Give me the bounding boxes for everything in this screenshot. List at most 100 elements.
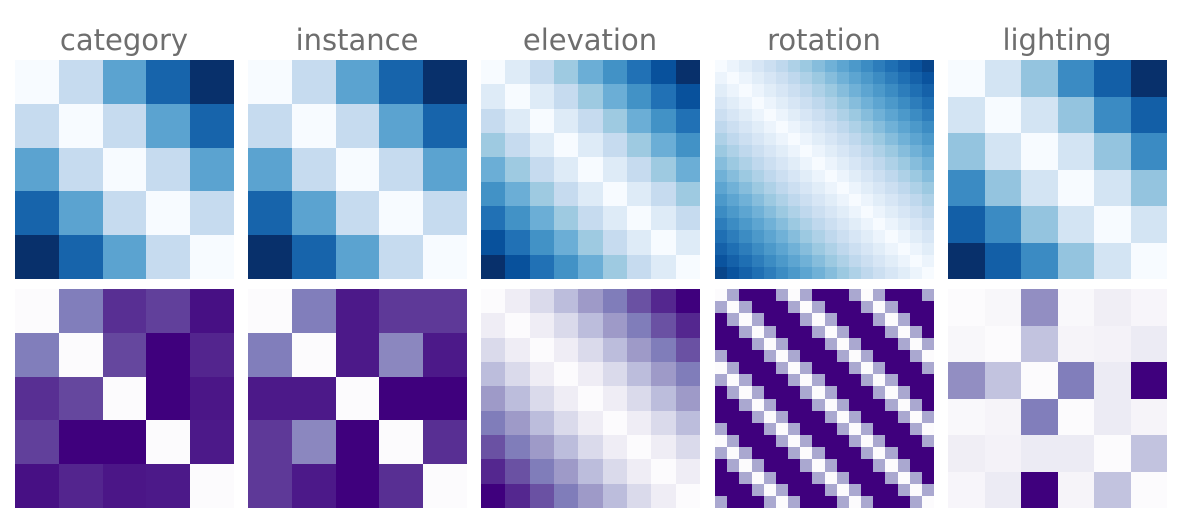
heatmap-cell <box>651 411 676 435</box>
heatmap-cell <box>627 157 651 182</box>
heatmap-cell <box>910 472 922 484</box>
heatmap-cell <box>898 170 910 182</box>
heatmap-cell <box>505 60 530 84</box>
heatmap-cell <box>530 230 554 255</box>
heatmap-cell <box>885 206 898 218</box>
heatmap-cell <box>861 496 873 508</box>
heatmap-cell <box>739 206 752 218</box>
heatmap-cell <box>292 420 336 464</box>
heatmap-cell <box>1094 170 1131 206</box>
heatmap-cell <box>715 121 727 133</box>
heatmap-cell <box>59 235 103 279</box>
heatmap-cell <box>812 206 825 218</box>
heatmap-cell <box>292 377 336 420</box>
heatmap-cell <box>752 362 764 374</box>
heatmap-cell <box>788 182 800 194</box>
heatmap-cell <box>727 157 739 170</box>
heatmap-cell <box>1058 435 1094 472</box>
heatmap-cell <box>651 459 676 484</box>
heatmap-cell <box>849 84 861 97</box>
heatmap-cell <box>103 377 146 420</box>
heatmap-cell <box>190 191 234 235</box>
heatmap-cell <box>776 60 788 72</box>
heatmap-cell <box>800 230 812 243</box>
heatmap-cell <box>788 289 800 301</box>
heatmap-cell <box>825 423 837 435</box>
heatmap-cell <box>885 60 898 72</box>
heatmap-cell <box>849 423 861 435</box>
heatmap-cell <box>764 218 776 230</box>
heatmap-cell <box>825 411 837 423</box>
heatmap-cell <box>715 133 727 145</box>
heatmap-cell <box>627 338 651 362</box>
heatmap-cell <box>812 350 825 362</box>
heatmap-cell <box>715 399 727 411</box>
heatmap-cell <box>764 374 776 386</box>
heatmap-cell <box>873 182 885 194</box>
heatmap-cell <box>103 191 146 235</box>
heatmap-cell <box>727 338 739 350</box>
heatmap-cell <box>727 170 739 182</box>
heatmap-cell <box>849 459 861 472</box>
heatmap-cell <box>885 230 898 243</box>
heatmap-cell <box>764 350 776 362</box>
heatmap-cell <box>379 464 423 508</box>
heatmap-cell <box>922 411 934 423</box>
heatmap-cell <box>788 496 800 508</box>
heatmap-cell <box>530 60 554 84</box>
heatmap-cell <box>885 496 898 508</box>
heatmap-cell <box>922 313 934 326</box>
heatmap-cell <box>776 170 788 182</box>
heatmap-cell <box>764 157 776 170</box>
heatmap-cell <box>910 230 922 243</box>
heatmap-cell <box>849 301 861 313</box>
heatmap-cell <box>910 157 922 170</box>
heatmap-cell <box>505 289 530 313</box>
heatmap-cell <box>948 326 985 362</box>
heatmap-cell <box>898 97 910 109</box>
heatmap-cell <box>800 170 812 182</box>
heatmap-cell <box>739 313 752 326</box>
heatmap-cell <box>800 435 812 447</box>
heatmap-cell <box>985 435 1021 472</box>
heatmap-cell <box>825 72 837 84</box>
heatmap-cell <box>481 84 505 109</box>
heatmap-cell <box>885 411 898 423</box>
heatmap-cell <box>715 386 727 399</box>
heatmap-cell <box>910 435 922 447</box>
heatmap-cell <box>800 60 812 72</box>
heatmap-cell <box>885 374 898 386</box>
heatmap-cell <box>800 267 812 279</box>
heatmap-cell <box>910 423 922 435</box>
heatmap-cell <box>603 435 627 459</box>
heatmap-cell <box>530 362 554 386</box>
heatmap-cell <box>336 464 379 508</box>
heatmap-cell <box>849 194 861 206</box>
heatmap-cell <box>530 459 554 484</box>
heatmap-cell <box>764 447 776 459</box>
heatmap-cell <box>788 218 800 230</box>
heatmap-cell <box>651 60 676 84</box>
heatmap-cell <box>727 313 739 326</box>
heatmap-cell <box>825 496 837 508</box>
heatmap-cell <box>910 182 922 194</box>
heatmap-cell <box>481 313 505 338</box>
heatmap-cell <box>727 472 739 484</box>
heatmap-cell <box>764 326 776 338</box>
heatmap-cell <box>837 447 849 459</box>
heatmap-cell <box>849 447 861 459</box>
heatmap-cell <box>776 182 788 194</box>
heatmap-cell <box>985 362 1021 399</box>
heatmap-cell <box>676 133 700 157</box>
heatmap-cell <box>849 350 861 362</box>
heatmap-cell <box>715 194 727 206</box>
heatmap-cell <box>739 411 752 423</box>
heatmap-cell <box>676 230 700 255</box>
heatmap-cell <box>739 447 752 459</box>
heatmap-cell <box>727 447 739 459</box>
heatmap-cell <box>676 60 700 84</box>
heatmap-cell <box>825 84 837 97</box>
heatmap-cell <box>627 230 651 255</box>
heatmap-cell <box>922 72 934 84</box>
heatmap-cell <box>1131 97 1167 133</box>
